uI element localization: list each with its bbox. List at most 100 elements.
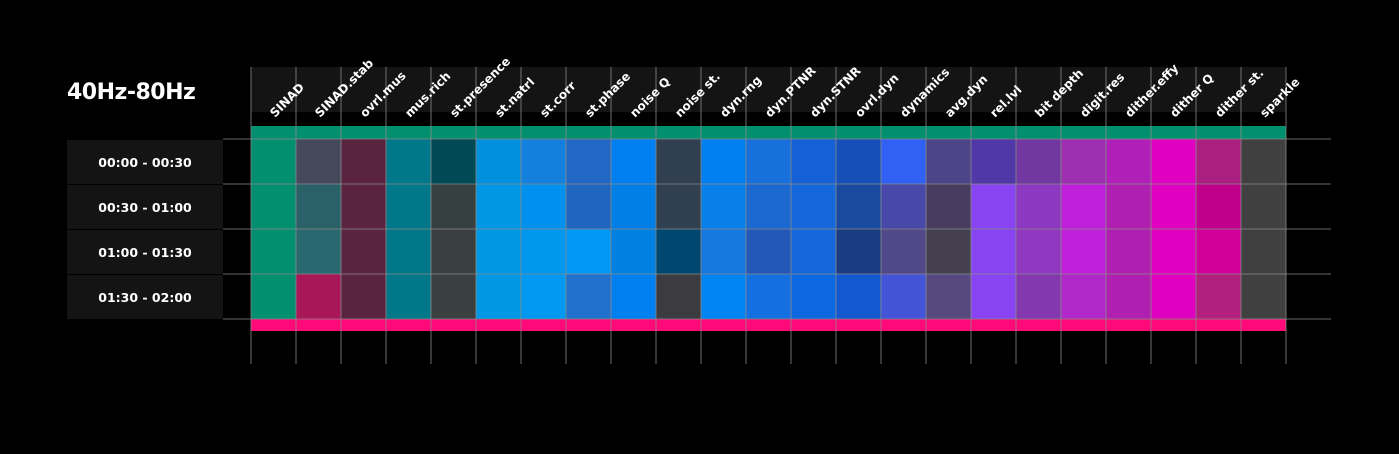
heatmap-cell-r1-c5 bbox=[431, 139, 476, 184]
heatmap-cell-r4-c4 bbox=[386, 274, 431, 319]
heatmap-cell-r1-c3 bbox=[341, 139, 386, 184]
row-label-4: 01:30 - 02:00 bbox=[67, 275, 223, 319]
heatmap-cell-r4-c7 bbox=[521, 274, 566, 319]
row-label-1: 00:00 - 00:30 bbox=[67, 140, 223, 184]
heatmap-cell-r2-c13 bbox=[791, 184, 836, 229]
heatmap-cell-r3-c9 bbox=[611, 229, 656, 274]
heatmap-cell-r2-c6 bbox=[476, 184, 521, 229]
heatmap-cell-r1-c13 bbox=[791, 139, 836, 184]
heatmap-cell-r3-c13 bbox=[791, 229, 836, 274]
heatmap-cell-r3-c1 bbox=[251, 229, 296, 274]
heatmap-cell-r1-c4 bbox=[386, 139, 431, 184]
heatmap-cell-r2-c5 bbox=[431, 184, 476, 229]
heatmap-cell-r1-c9 bbox=[611, 139, 656, 184]
heatmap-cell-r1-c18 bbox=[1016, 139, 1061, 184]
heatmap-cell-r2-c2 bbox=[296, 184, 341, 229]
heatmap-cell-r4-c16 bbox=[926, 274, 971, 319]
heatmap-cell-r4-c12 bbox=[746, 274, 791, 319]
heatmap-cell-r1-c23 bbox=[1241, 139, 1286, 184]
heatmap-cell-r4-c21 bbox=[1151, 274, 1196, 319]
heatmap-cell-r2-c17 bbox=[971, 184, 1016, 229]
row-label-2: 00:30 - 01:00 bbox=[67, 185, 223, 229]
heatmap-cell-r3-c23 bbox=[1241, 229, 1286, 274]
bottom-color-band bbox=[251, 319, 1286, 331]
heatmap-cell-r4-c6 bbox=[476, 274, 521, 319]
heatmap-cell-r1-c14 bbox=[836, 139, 881, 184]
heatmap-cell-r4-c2 bbox=[296, 274, 341, 319]
heatmap-cell-r4-c8 bbox=[566, 274, 611, 319]
heatmap-cell-r3-c16 bbox=[926, 229, 971, 274]
heatmap-cell-r2-c18 bbox=[1016, 184, 1061, 229]
header-background bbox=[251, 67, 1286, 112]
heatmap-cell-r3-c15 bbox=[881, 229, 926, 274]
heatmap-cell-r2-c14 bbox=[836, 184, 881, 229]
heatmap-cell-r3-c20 bbox=[1106, 229, 1151, 274]
heatmap-cell-r4-c1 bbox=[251, 274, 296, 319]
heatmap-cell-r2-c3 bbox=[341, 184, 386, 229]
heatmap-cell-r4-c19 bbox=[1061, 274, 1106, 319]
heatmap-cell-r2-c20 bbox=[1106, 184, 1151, 229]
heatmap-cell-r2-c12 bbox=[746, 184, 791, 229]
row-label-3: 01:00 - 01:30 bbox=[67, 230, 223, 274]
heatmap-cell-r1-c6 bbox=[476, 139, 521, 184]
heatmap-cell-r3-c4 bbox=[386, 229, 431, 274]
heatmap-cell-r2-c4 bbox=[386, 184, 431, 229]
heatmap-cell-r4-c23 bbox=[1241, 274, 1286, 319]
row-labels: 00:00 - 00:30 00:30 - 01:00 01:00 - 01:3… bbox=[67, 140, 223, 320]
heatmap-cell-r3-c12 bbox=[746, 229, 791, 274]
heatmap-cell-r3-c6 bbox=[476, 229, 521, 274]
heatmap-cell-r3-c18 bbox=[1016, 229, 1061, 274]
heatmap-cell-r4-c11 bbox=[701, 274, 746, 319]
heatmap-cell-r1-c19 bbox=[1061, 139, 1106, 184]
heatmap-cell-r1-c22 bbox=[1196, 139, 1241, 184]
heatmap-cell-r2-c22 bbox=[1196, 184, 1241, 229]
heatmap-cell-r4-c10 bbox=[656, 274, 701, 319]
heatmap-cell-r2-c21 bbox=[1151, 184, 1196, 229]
heatmap-cell-r4-c17 bbox=[971, 274, 1016, 319]
heatmap-cell-r2-c15 bbox=[881, 184, 926, 229]
heatmap-cell-r4-c22 bbox=[1196, 274, 1241, 319]
heatmap-cell-r3-c19 bbox=[1061, 229, 1106, 274]
heatmap-cell-r1-c21 bbox=[1151, 139, 1196, 184]
heatmap-cell-r2-c8 bbox=[566, 184, 611, 229]
heatmap-cell-r4-c14 bbox=[836, 274, 881, 319]
heatmap-cell-r3-c2 bbox=[296, 229, 341, 274]
heatmap-cell-r2-c9 bbox=[611, 184, 656, 229]
heatmap-cell-r3-c11 bbox=[701, 229, 746, 274]
heatmap-cell-r4-c5 bbox=[431, 274, 476, 319]
heatmap-cell-r1-c2 bbox=[296, 139, 341, 184]
heatmap-cell-r1-c15 bbox=[881, 139, 926, 184]
heatmap-cell-r3-c5 bbox=[431, 229, 476, 274]
heatmap-cell-r1-c20 bbox=[1106, 139, 1151, 184]
heatmap-cell-r3-c10 bbox=[656, 229, 701, 274]
heatmap-cell-r1-c10 bbox=[656, 139, 701, 184]
heatmap-cell-r4-c13 bbox=[791, 274, 836, 319]
heatmap-cell-r1-c7 bbox=[521, 139, 566, 184]
heatmap-cell-r2-c7 bbox=[521, 184, 566, 229]
heatmap-cell-r2-c19 bbox=[1061, 184, 1106, 229]
heatmap-cell-r3-c3 bbox=[341, 229, 386, 274]
heatmap-cell-r4-c3 bbox=[341, 274, 386, 319]
heatmap-cell-r3-c22 bbox=[1196, 229, 1241, 274]
heatmap-cell-r1-c16 bbox=[926, 139, 971, 184]
heatmap-cell-r3-c7 bbox=[521, 229, 566, 274]
heatmap-cell-r3-c8 bbox=[566, 229, 611, 274]
heatmap-cell-r1-c17 bbox=[971, 139, 1016, 184]
heatmap-cell-r2-c1 bbox=[251, 184, 296, 229]
chart-title: 40Hz-80Hz bbox=[67, 80, 196, 105]
top-color-band bbox=[251, 126, 1286, 139]
heatmap-cell-r1-c8 bbox=[566, 139, 611, 184]
heatmap-cell-r3-c21 bbox=[1151, 229, 1196, 274]
heatmap-cell-r2-c16 bbox=[926, 184, 971, 229]
heatmap-cell-r3-c14 bbox=[836, 229, 881, 274]
heatmap-cell-r2-c11 bbox=[701, 184, 746, 229]
heatmap-cell-r4-c20 bbox=[1106, 274, 1151, 319]
heatmap-cell-r4-c9 bbox=[611, 274, 656, 319]
heatmap-cell-r2-c10 bbox=[656, 184, 701, 229]
heatmap-cell-r1-c12 bbox=[746, 139, 791, 184]
heatmap-cell-r1-c1 bbox=[251, 139, 296, 184]
heatmap-cell-r3-c17 bbox=[971, 229, 1016, 274]
heatmap-cell-r4-c15 bbox=[881, 274, 926, 319]
heatmap-cell-r1-c11 bbox=[701, 139, 746, 184]
